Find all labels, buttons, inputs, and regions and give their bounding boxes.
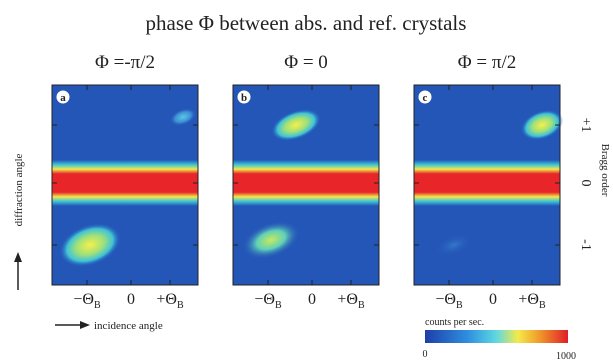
x-tick-main: −Θ <box>435 291 456 308</box>
right-label: Bragg order <box>599 144 611 197</box>
x-tick-main: 0 <box>308 291 316 308</box>
right-tick-label: +1 <box>578 118 593 133</box>
x-tick-main: −Θ <box>254 291 275 308</box>
x-tick-main: +Θ <box>337 291 358 308</box>
panel-letter: a <box>60 92 66 104</box>
x-tick-sub: B <box>177 300 184 311</box>
x-tick-sub: B <box>94 300 101 311</box>
x-tick-label: 0 <box>308 291 316 308</box>
x-arrow <box>55 321 90 329</box>
y-label: diffraction angle <box>13 153 25 226</box>
colorbar-label: counts per sec. <box>425 317 484 328</box>
diffraction-band <box>414 160 560 206</box>
right-tick-label: 0 <box>578 180 593 187</box>
x-tick-sub: B <box>275 300 282 311</box>
x-tick-label: 0 <box>489 291 497 308</box>
y-arrow <box>14 252 22 290</box>
x-tick-main: +Θ <box>518 291 539 308</box>
x-tick-main: 0 <box>489 291 497 308</box>
diffraction-band <box>233 160 379 206</box>
colorbar-max: 1000 <box>556 351 576 362</box>
x-tick-label: −ΘB <box>254 291 282 311</box>
x-tick-label: −ΘB <box>435 291 463 311</box>
x-label: incidence angle <box>94 320 163 332</box>
panel-title: Φ = π/2 <box>458 52 516 73</box>
title: phase Φ between abs. and ref. crystals <box>146 11 467 35</box>
right-tick-label: -1 <box>578 239 593 251</box>
x-tick-sub: B <box>456 300 463 311</box>
diffraction-band <box>52 160 198 206</box>
colorbar-min: 0 <box>423 349 428 360</box>
x-tick-main: 0 <box>127 291 135 308</box>
x-tick-main: +Θ <box>156 291 177 308</box>
panel-letter: b <box>241 92 247 104</box>
x-tick-label: −ΘB <box>73 291 101 311</box>
panel-letter: c <box>423 92 428 104</box>
x-tick-sub: B <box>539 300 546 311</box>
colorbar <box>425 330 568 343</box>
x-tick-label: 0 <box>127 291 135 308</box>
panel-title: Φ = 0 <box>284 52 328 73</box>
x-tick-label: +ΘB <box>518 291 546 311</box>
x-tick-label: +ΘB <box>156 291 184 311</box>
x-tick-main: −Θ <box>73 291 94 308</box>
x-tick-sub: B <box>358 300 365 311</box>
panel-title: Φ =-π/2 <box>95 52 155 73</box>
figure: phase Φ between abs. and ref. crystals d… <box>0 0 613 362</box>
x-tick-label: +ΘB <box>337 291 365 311</box>
